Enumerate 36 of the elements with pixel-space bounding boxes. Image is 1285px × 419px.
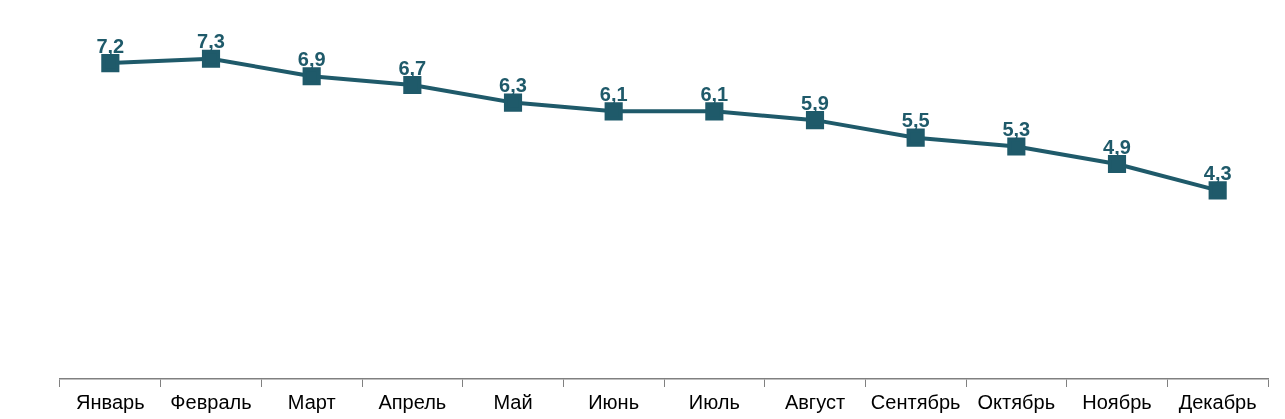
point [302, 67, 321, 86]
x-tick-label: Май [493, 390, 533, 413]
data-label: 5,3 [1002, 117, 1031, 140]
point [101, 54, 120, 73]
data-label: 4,9 [1103, 135, 1131, 158]
x-tick-label: Ноябрь [1082, 390, 1152, 413]
data-label: 4,3 [1203, 161, 1232, 184]
x-tick-label: Декабрь [1178, 390, 1257, 413]
x-tick-label: Октябрь [977, 390, 1056, 413]
x-tick-label: Сентябрь [870, 390, 961, 413]
point [1107, 154, 1127, 174]
x-tick-label: Апрель [378, 390, 447, 413]
point [906, 128, 925, 147]
data-label: 7,2 [96, 34, 125, 57]
x-tick-label: Январь [76, 390, 145, 413]
point [403, 75, 422, 95]
data-label: 5,5 [901, 109, 930, 132]
data-label: 7,3 [197, 30, 225, 53]
data-label: 6,7 [398, 56, 427, 79]
x-tick-label: Август [784, 390, 846, 413]
data-label: 6,3 [499, 74, 527, 97]
point [604, 102, 623, 121]
point [1208, 181, 1227, 200]
x-tick-label: Июнь [588, 390, 640, 413]
x-tick-label: Февраль [170, 390, 252, 413]
point [805, 111, 825, 130]
x-tick-label: Июль [688, 390, 740, 413]
point [1007, 137, 1026, 156]
data-label: 6,1 [599, 82, 628, 105]
point [201, 49, 221, 68]
data-label: 6,1 [700, 82, 729, 105]
data-label: 6,9 [297, 47, 326, 70]
point [503, 93, 523, 112]
data-label: 5,9 [801, 91, 829, 114]
x-tick-label: Март [287, 390, 336, 413]
point [705, 102, 724, 121]
